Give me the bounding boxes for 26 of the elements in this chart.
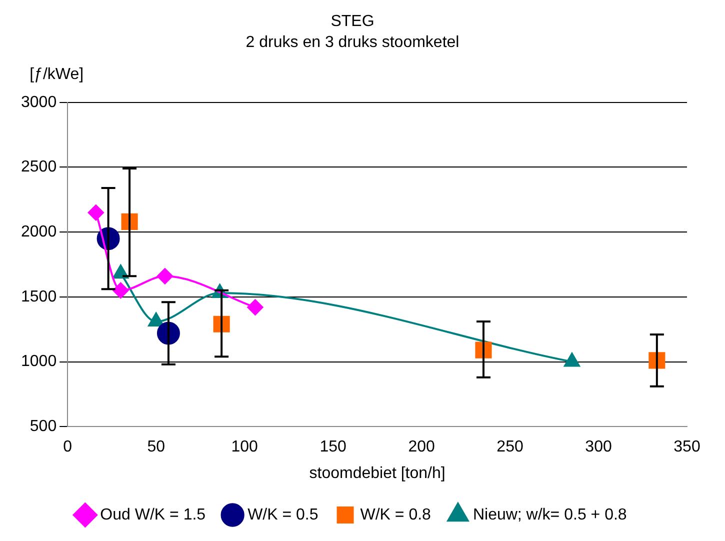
point — [247, 299, 264, 316]
chart-title: STEG — [330, 13, 374, 30]
x-tick-label: 50 — [147, 438, 166, 456]
chart-subtitle: 2 druks en 3 druks stoomketel — [246, 34, 460, 52]
x-tick-label: 350 — [674, 438, 700, 456]
legend-label: Nieuw; w/k= 0.5 + 0.8 — [472, 506, 627, 524]
x-tick-label: 150 — [320, 438, 346, 456]
point — [156, 268, 173, 284]
y-tick-label: 2500 — [21, 158, 57, 176]
legend-label: Oud W/K = 1.5 — [100, 506, 206, 524]
x-tick-label: 200 — [408, 438, 435, 456]
y-tick-label: 3000 — [21, 94, 57, 111]
x-tick-label: 300 — [585, 438, 612, 456]
x-tick-label: 250 — [496, 438, 524, 456]
y-tick-label: 1500 — [21, 288, 57, 306]
x-tick-label: 0 — [63, 438, 72, 456]
y-tick-label: 1000 — [21, 353, 57, 370]
y-tick-label: 2000 — [21, 223, 57, 240]
point — [88, 204, 104, 221]
y-tick-label: 500 — [30, 418, 57, 436]
legend-label: W/K = 0.5 — [248, 506, 318, 524]
legend-label: W/K = 0.8 — [360, 506, 432, 524]
x-axis-title: stoomdebiet [ton/h] — [309, 464, 446, 482]
x-tick-label: 100 — [231, 438, 258, 456]
y-axis-title: [ƒ/kWe] — [30, 66, 84, 83]
point — [112, 282, 129, 298]
